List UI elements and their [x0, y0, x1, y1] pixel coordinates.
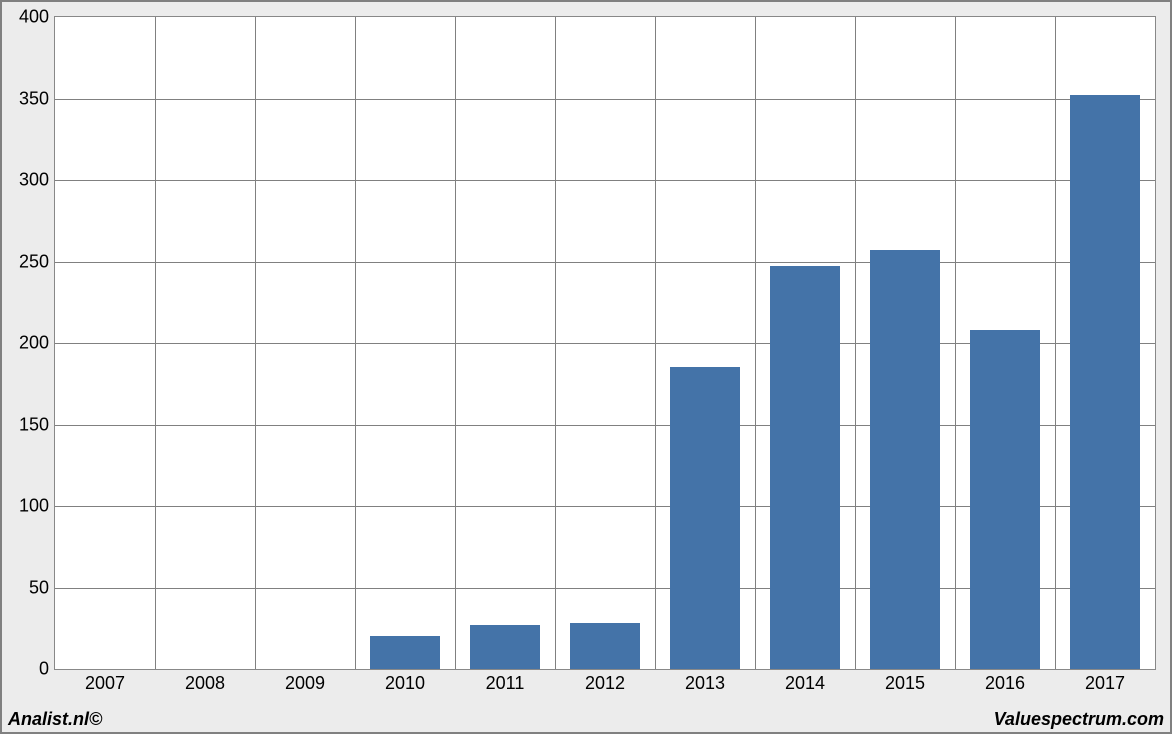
bar [770, 266, 840, 669]
footer-left-text: Analist.nl© [8, 709, 102, 730]
y-tick-label: 100 [19, 496, 55, 517]
y-tick-label: 50 [29, 577, 55, 598]
bar [370, 636, 440, 669]
gridline-v [155, 17, 156, 669]
plot-area: 0501001502002503003504002007200820092010… [54, 16, 1156, 670]
y-tick-label: 250 [19, 251, 55, 272]
bar [870, 250, 940, 669]
gridline-v [255, 17, 256, 669]
gridline-h [55, 262, 1155, 263]
x-tick-label: 2016 [985, 669, 1025, 694]
gridline-v [855, 17, 856, 669]
gridline-h [55, 99, 1155, 100]
x-tick-label: 2011 [486, 669, 525, 694]
y-tick-label: 0 [39, 659, 55, 680]
bar [970, 330, 1040, 669]
y-tick-label: 350 [19, 88, 55, 109]
gridline-v [755, 17, 756, 669]
gridline-v [355, 17, 356, 669]
x-tick-label: 2015 [885, 669, 925, 694]
y-tick-label: 200 [19, 333, 55, 354]
x-tick-label: 2010 [385, 669, 425, 694]
gridline-v [955, 17, 956, 669]
footer-right-text: Valuespectrum.com [994, 709, 1164, 730]
bar [670, 367, 740, 669]
x-tick-label: 2009 [285, 669, 325, 694]
x-tick-label: 2013 [685, 669, 725, 694]
footer: Analist.nl© Valuespectrum.com [8, 704, 1164, 730]
x-tick-label: 2014 [785, 669, 825, 694]
x-tick-label: 2008 [185, 669, 225, 694]
gridline-v [1055, 17, 1056, 669]
gridline-v [455, 17, 456, 669]
gridline-h [55, 180, 1155, 181]
y-tick-label: 300 [19, 170, 55, 191]
gridline-v [655, 17, 656, 669]
bar [570, 623, 640, 669]
x-tick-label: 2007 [85, 669, 125, 694]
x-tick-label: 2012 [585, 669, 625, 694]
x-tick-label: 2017 [1085, 669, 1125, 694]
plot-wrap: 0 50 100 150 200 250 300 350 400 2007 2008 2009 2010… [8, 8, 1164, 702]
bar [1070, 95, 1140, 669]
bar [470, 625, 540, 669]
y-tick-label: 400 [19, 7, 55, 28]
y-tick-label: 150 [19, 414, 55, 435]
gridline-v [555, 17, 556, 669]
chart-frame: 0 50 100 150 200 250 300 350 400 2007 2008 2009 2010… [0, 0, 1172, 734]
